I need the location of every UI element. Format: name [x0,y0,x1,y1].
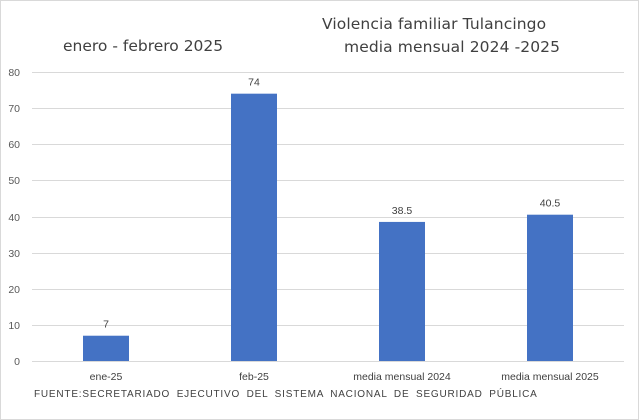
bar-ene-25 [83,335,129,361]
x-tick-label: ene-25 [90,371,123,383]
y-tick-label: 40 [8,212,20,224]
y-tick-label: 50 [8,175,20,187]
chart-title-line-2: media mensual 2024 -2025 [344,38,561,56]
x-axis-tick-labels: ene-25 feb-25 media mensual 2024 media mens… [90,371,599,383]
y-tick-label: 80 [8,67,20,79]
bar-feb-25 [231,93,277,362]
bar-media-mensual-2025 [527,214,573,361]
gridlines [32,72,624,362]
y-axis-tick-labels: 0 10 20 30 40 50 60 70 80 [8,67,20,368]
y-tick-label: 20 [8,284,20,296]
data-label: 7 [103,319,109,331]
y-tick-label: 10 [8,320,20,332]
data-label: 40.5 [540,198,561,210]
data-label: 38.5 [392,205,413,217]
y-tick-label: 60 [8,139,20,151]
x-tick-label: media mensual 2025 [501,371,599,383]
data-label: 74 [248,77,260,89]
chart-title-line-1: Violencia familiar Tulancingo [322,15,547,33]
data-labels: 7 74 38.5 40.5 [103,77,560,331]
y-tick-label: 0 [14,356,20,368]
x-tick-label: media mensual 2024 [353,371,451,383]
x-tick-label: feb-25 [239,371,269,383]
source-note: FUENTE:SECRETARIADO EJECUTIVO DEL SISTEM… [34,389,538,400]
y-tick-label: 30 [8,248,20,260]
bar-media-mensual-2024 [379,221,425,361]
y-tick-label: 70 [8,103,20,115]
chart-subtitle: enero - febrero 2025 [63,37,224,55]
bars [83,93,573,362]
